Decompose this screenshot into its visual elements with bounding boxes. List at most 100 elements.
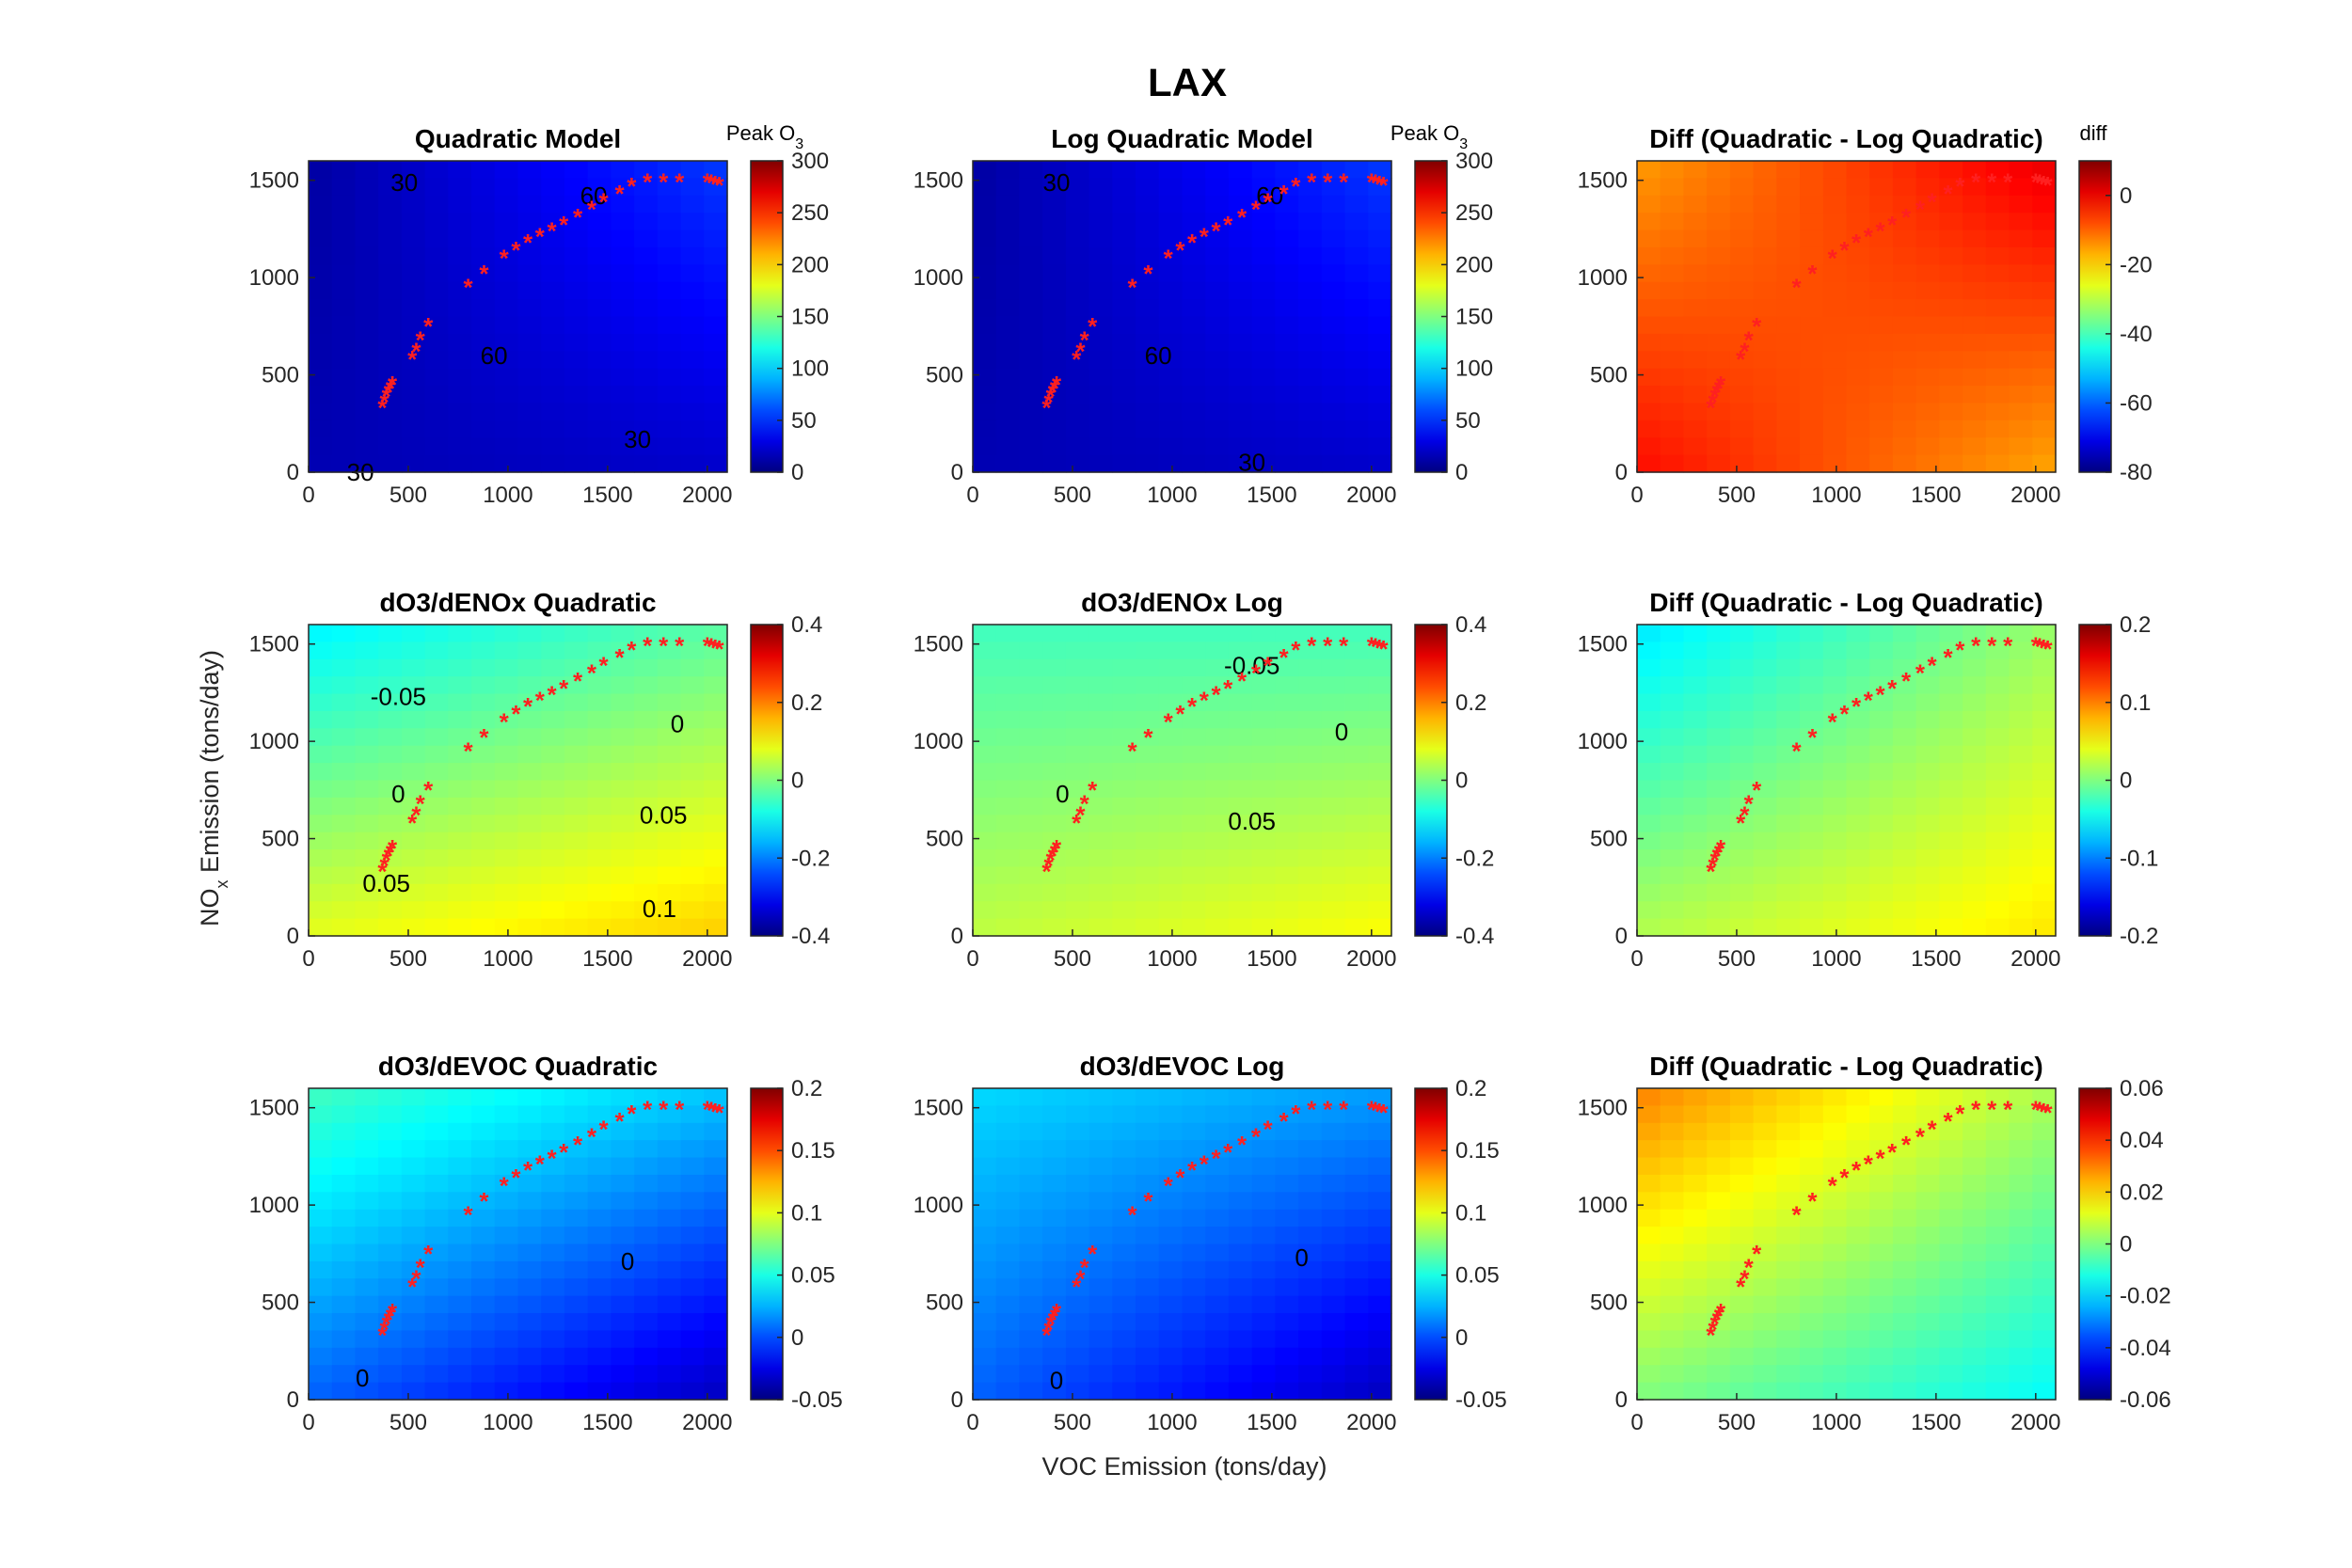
heatmap-cell <box>2009 1347 2033 1366</box>
heatmap-cell <box>587 901 612 920</box>
y-tick-label: 1000 <box>1578 1193 1628 1218</box>
heatmap-cell <box>1136 1330 1160 1349</box>
scenario-marker: * <box>1928 1115 1938 1143</box>
heatmap-cell <box>1800 195 1824 214</box>
heatmap-cell <box>1869 1088 1894 1106</box>
heatmap-cell <box>1321 866 1346 885</box>
y-tick-label: 1500 <box>914 168 963 194</box>
heatmap-cell <box>1228 316 1253 335</box>
heatmap-cell <box>1158 1227 1184 1245</box>
heatmap-cell <box>611 368 635 387</box>
heatmap-cell <box>378 1140 403 1159</box>
heatmap-cell <box>1321 333 1346 352</box>
heatmap-cell <box>331 658 357 677</box>
scenario-marker: * <box>535 1150 546 1179</box>
heatmap-cell <box>1042 1347 1067 1366</box>
heatmap-cell <box>1707 1105 1731 1124</box>
heatmap-cell <box>995 1365 1021 1384</box>
heatmap-cell <box>1776 1140 1801 1159</box>
heatmap-cell <box>1019 213 1043 231</box>
heatmap-cell <box>1985 1192 2010 1211</box>
heatmap-cell <box>1368 368 1392 387</box>
heatmap-cell <box>1089 195 1113 214</box>
heatmap-cell <box>1112 710 1136 729</box>
scenario-marker: * <box>615 1107 626 1135</box>
heatmap-cell <box>494 1157 519 1176</box>
heatmap-cell <box>1182 1192 1206 1211</box>
heatmap-cell <box>564 693 589 712</box>
colorbar-tick-label: -0.05 <box>1455 1387 1507 1413</box>
heatmap-cell <box>680 368 705 387</box>
heatmap-cell <box>1869 1140 1894 1159</box>
heatmap-cell <box>309 1122 333 1141</box>
heatmap-cell <box>680 1192 705 1211</box>
y-tick-label: 1500 <box>1578 632 1628 657</box>
colorbar-tick-label: -0.4 <box>791 924 830 949</box>
heatmap-cell <box>1368 676 1392 695</box>
heatmap-cell <box>401 658 426 677</box>
heatmap-cell <box>1368 264 1392 283</box>
heatmap-cell <box>378 658 403 677</box>
heatmap-cell <box>355 883 379 902</box>
heatmap-cell <box>1660 420 1685 438</box>
heatmap-cell <box>517 728 542 747</box>
heatmap-cell <box>1776 1313 1801 1332</box>
heatmap-cell <box>1846 1260 1870 1279</box>
heatmap-cell <box>401 213 426 231</box>
heatmap-cell <box>448 710 472 729</box>
heatmap-cell <box>1660 1260 1685 1279</box>
scenario-marker: * <box>547 1144 557 1172</box>
heatmap-cell <box>1275 780 1299 799</box>
heatmap-cell <box>1344 230 1369 248</box>
heatmap-cell <box>355 1209 379 1227</box>
heatmap-cell <box>309 264 333 283</box>
scenario-marker: * <box>710 1098 721 1126</box>
heatmap-cell <box>1776 693 1801 712</box>
x-tick-label: 0 <box>1630 483 1643 508</box>
heatmap-cell <box>494 281 519 300</box>
heatmap-cell <box>1182 1122 1206 1141</box>
heatmap-cell <box>657 728 682 747</box>
heatmap-cell <box>494 299 519 318</box>
heatmap-cell <box>1963 351 1987 370</box>
heatmap-cell <box>564 351 589 370</box>
contour-label: 30 <box>1043 168 1071 197</box>
heatmap-cell <box>1822 658 1848 677</box>
heatmap-cell <box>355 1088 379 1106</box>
heatmap-cell <box>1182 763 1206 782</box>
heatmap-cell <box>1915 178 1940 197</box>
heatmap-cell <box>517 161 542 179</box>
heatmap-cell <box>378 832 403 850</box>
heatmap-cell <box>1136 299 1160 318</box>
heatmap-cell <box>587 1209 612 1227</box>
heatmap-cell <box>355 1122 379 1141</box>
scenario-marker: * <box>1851 1156 1862 1184</box>
contour-label: 0.1 <box>643 895 676 923</box>
heatmap-cell <box>1939 1174 1963 1193</box>
heatmap-cell <box>611 454 635 473</box>
heatmap-cell <box>1800 728 1824 747</box>
heatmap-cell <box>1251 178 1276 197</box>
heatmap-cell <box>448 1174 472 1193</box>
colorbar-tick-label: 0.06 <box>2120 1076 2164 1101</box>
heatmap-cell <box>995 333 1021 352</box>
scenario-marker: * <box>1175 236 1185 264</box>
heatmap-cell <box>611 1260 635 1279</box>
heatmap-cell <box>1089 333 1113 352</box>
heatmap-cell <box>1065 264 1090 283</box>
heatmap-cell <box>1089 1192 1113 1211</box>
heatmap-cell <box>1065 797 1090 816</box>
heatmap-cell <box>331 281 357 300</box>
heatmap-cell <box>1136 1347 1160 1366</box>
heatmap-cell <box>704 710 728 729</box>
heatmap-cell <box>1963 1209 1987 1227</box>
heatmap-cell <box>995 420 1021 438</box>
heatmap-cell <box>355 368 379 387</box>
heatmap-cell <box>448 161 472 179</box>
heatmap-cell <box>1753 403 1777 421</box>
heatmap-cell <box>634 454 659 473</box>
heatmap-cell <box>1707 264 1731 283</box>
heatmap-cell <box>1753 1140 1777 1159</box>
heatmap-cell <box>401 866 426 885</box>
